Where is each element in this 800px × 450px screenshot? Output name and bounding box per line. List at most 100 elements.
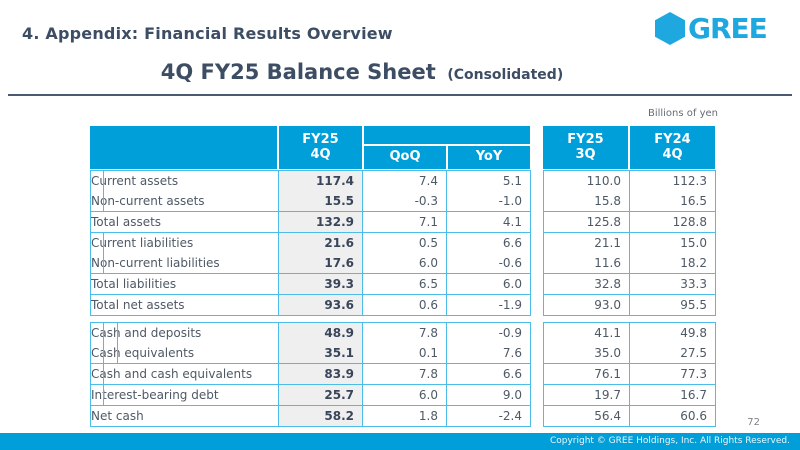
- cell-q4: 33.3: [629, 273, 716, 295]
- cell-q3: 15.8: [543, 191, 630, 212]
- row-label: Total liabilities: [90, 273, 279, 295]
- cell-yoy: -0.9: [446, 322, 531, 343]
- cash-section-left: Cash and deposits 48.9 7.8 -0.9 Cash equival…: [90, 322, 531, 427]
- indent-guide: [103, 343, 104, 363]
- cell-q4: 16.5: [629, 191, 716, 212]
- cell-qoq: 0.1: [362, 343, 447, 364]
- table-row: Total net assets 93.6 0.6 -1.9: [90, 294, 531, 316]
- row-label: Net cash: [90, 405, 279, 427]
- header-label-spacer: [90, 126, 277, 169]
- page-number: 72: [747, 417, 760, 428]
- cell-q4: 60.6: [629, 405, 716, 427]
- cell-qoq: 0.6: [362, 294, 447, 316]
- cell-q4: 15.0: [629, 232, 716, 253]
- header-fy25-3q: FY25 3Q: [543, 126, 628, 169]
- cell-yoy: -1.9: [446, 294, 531, 316]
- indent-guide: [103, 191, 104, 211]
- cell-v: 93.6: [278, 294, 363, 316]
- cell-q3: 19.7: [543, 384, 630, 406]
- cell-qoq: 7.1: [362, 211, 447, 233]
- row-label: Total net assets: [90, 294, 279, 316]
- header-fy25-4q: FY25 4Q: [279, 126, 362, 169]
- cell-yoy: 6.6: [446, 232, 531, 253]
- indent-guide: [103, 385, 104, 405]
- table-row: 41.1 49.8: [543, 322, 716, 343]
- cell-yoy: -0.6: [446, 253, 531, 274]
- table-row: 35.0 27.5: [543, 343, 716, 364]
- table-row: 76.1 77.3: [543, 363, 716, 385]
- indent-guide: [103, 253, 104, 273]
- cell-v: 48.9: [278, 322, 363, 343]
- indent-guide: [117, 323, 118, 343]
- cell-q3: 110.0: [543, 170, 630, 191]
- cell-yoy: -2.4: [446, 405, 531, 427]
- cell-v: 25.7: [278, 384, 363, 406]
- title-divider: [8, 94, 792, 96]
- cash-section-right: 41.1 49.8 35.0 27.5 76.1 77.3 19.7 16.7 56.4 60.6: [543, 322, 716, 427]
- table-row: 125.8 128.8: [543, 211, 716, 233]
- cell-q4: 112.3: [629, 170, 716, 191]
- row-label: Non-current liabilities: [90, 253, 279, 274]
- indent-guide: [103, 364, 104, 384]
- cell-q4: 95.5: [629, 294, 716, 316]
- indent-guide: [117, 343, 118, 363]
- cell-yoy: 6.0: [446, 273, 531, 295]
- main-section-right: 110.0 112.3 15.8 16.5 125.8 128.8 21.1 15.0 11.6…: [543, 170, 716, 316]
- table-row: Non-current liabilities 17.6 6.0 -0.6: [90, 253, 531, 274]
- cell-yoy: 6.6: [446, 363, 531, 385]
- cell-q3: 93.0: [543, 294, 630, 316]
- cell-q4: 49.8: [629, 322, 716, 343]
- cell-v: 83.9: [278, 363, 363, 385]
- cell-qoq: 7.8: [362, 322, 447, 343]
- row-label: Cash and cash equivalents: [90, 363, 279, 385]
- cell-q3: 32.8: [543, 273, 630, 295]
- cell-qoq: 6.0: [362, 384, 447, 406]
- table-row: 19.7 16.7: [543, 384, 716, 406]
- cell-qoq: 0.5: [362, 232, 447, 253]
- slide-subtitle: 4Q FY25 Balance Sheet (Consolidated): [0, 60, 724, 84]
- header-fy24-4q: FY24 4Q: [630, 126, 715, 169]
- cell-v: 15.5: [278, 191, 363, 212]
- table-row: Current liabilities 21.6 0.5 6.6: [90, 232, 531, 253]
- cell-yoy: 4.1: [446, 211, 531, 233]
- cell-v: 35.1: [278, 343, 363, 364]
- subtitle-text: 4Q FY25 Balance Sheet: [160, 60, 436, 84]
- cell-qoq: 7.4: [362, 170, 447, 191]
- cell-qoq: 6.0: [362, 253, 447, 274]
- table-row: 32.8 33.3: [543, 273, 716, 295]
- cell-q3: 41.1: [543, 322, 630, 343]
- page-title: 4. Appendix: Financial Results Overview: [22, 24, 393, 43]
- gree-hexagon-icon: [655, 12, 685, 45]
- cell-q4: 27.5: [629, 343, 716, 364]
- table-row: Net cash 58.2 1.8 -2.4: [90, 405, 531, 427]
- table-row: Total assets 132.9 7.1 4.1: [90, 211, 531, 233]
- table-row: 11.6 18.2: [543, 253, 716, 274]
- row-label: Cash equivalents: [90, 343, 279, 364]
- indent-guide: [103, 323, 104, 343]
- left-table-header: FY25 4Q QoQ YoY: [90, 126, 530, 169]
- cell-yoy: 7.6: [446, 343, 531, 364]
- cell-v: 132.9: [278, 211, 363, 233]
- table-row: Cash and deposits 48.9 7.8 -0.9: [90, 322, 531, 343]
- subtitle-suffix: (Consolidated): [447, 67, 564, 83]
- row-label: Current liabilities: [90, 232, 279, 253]
- row-label: Cash and deposits: [90, 322, 279, 343]
- table-row: 21.1 15.0: [543, 232, 716, 253]
- table-row: 93.0 95.5: [543, 294, 716, 316]
- cell-qoq: 7.8: [362, 363, 447, 385]
- table-row: 56.4 60.6: [543, 405, 716, 427]
- cell-qoq: 6.5: [362, 273, 447, 295]
- row-label: Non-current assets: [90, 191, 279, 212]
- cell-q3: 11.6: [543, 253, 630, 274]
- cell-q3: 125.8: [543, 211, 630, 233]
- gree-logo-text: GREE: [688, 12, 768, 45]
- cell-q4: 18.2: [629, 253, 716, 274]
- cell-v: 117.4: [278, 170, 363, 191]
- row-label: Interest-bearing debt: [90, 384, 279, 406]
- gree-logo: GREE: [655, 12, 768, 45]
- table-row: 15.8 16.5: [543, 191, 716, 212]
- cell-yoy: 9.0: [446, 384, 531, 406]
- table-row: Interest-bearing debt 25.7 6.0 9.0: [90, 384, 531, 406]
- indent-guide: [103, 171, 104, 191]
